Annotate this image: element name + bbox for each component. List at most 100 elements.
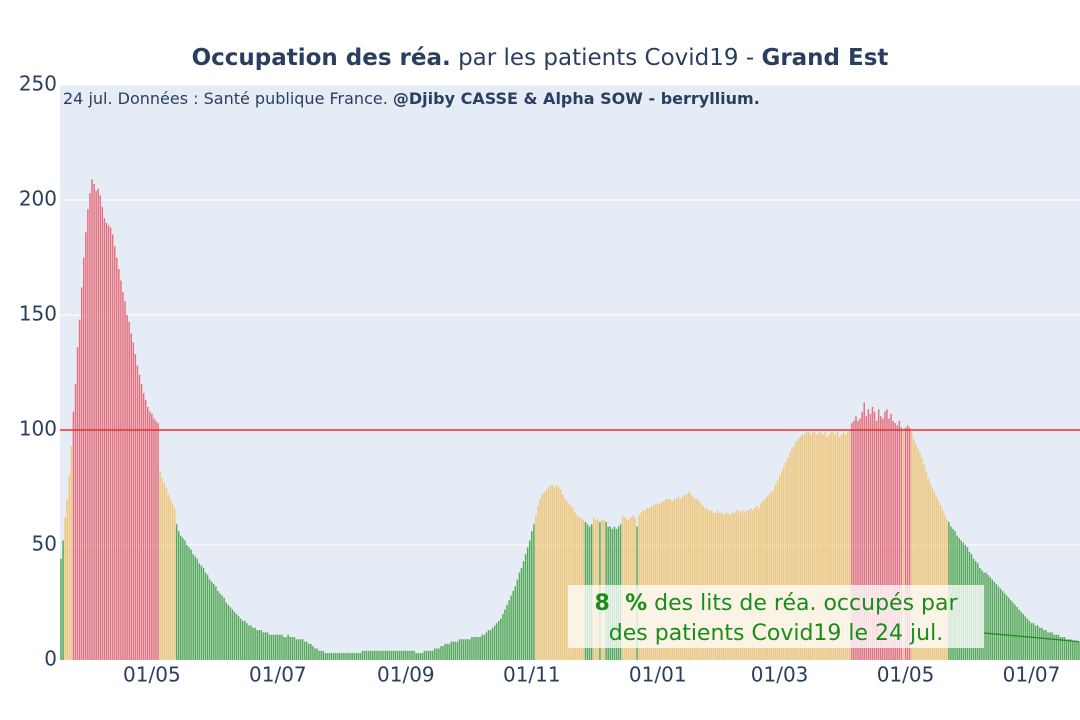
bar (801, 434, 804, 660)
bar (254, 627, 256, 660)
bar (175, 524, 178, 660)
bar (289, 637, 291, 660)
bar (105, 223, 108, 660)
bar (182, 538, 184, 660)
bar (654, 503, 657, 660)
bar (939, 505, 942, 660)
bar (113, 246, 116, 660)
bar (330, 653, 333, 660)
bar (128, 321, 130, 660)
bar (89, 193, 91, 660)
bar (842, 432, 845, 660)
bar (142, 393, 145, 660)
bar (888, 418, 890, 660)
title-part: par les patients Covid19 - (451, 45, 762, 71)
bar (665, 499, 667, 660)
bar (217, 591, 219, 660)
bar (208, 579, 211, 660)
bar (202, 568, 205, 660)
bar (423, 650, 426, 660)
bar (910, 432, 913, 660)
bar (865, 416, 868, 660)
bar (270, 634, 273, 660)
bar (1018, 609, 1020, 660)
bar (811, 432, 814, 660)
bar (793, 446, 795, 660)
bar (830, 432, 832, 660)
bar (514, 586, 517, 660)
bar (762, 501, 764, 660)
bar (495, 623, 498, 660)
bar (706, 508, 709, 660)
bar (471, 637, 473, 660)
bar (927, 478, 929, 660)
bar (225, 602, 227, 660)
bar (431, 650, 434, 660)
bar (844, 434, 847, 660)
bar (388, 650, 391, 660)
bar (417, 653, 419, 660)
bar (180, 535, 182, 660)
bar (683, 494, 686, 660)
bar (1076, 641, 1078, 660)
bar (153, 418, 155, 660)
bar (475, 637, 477, 660)
bar (1069, 639, 1072, 660)
bar (673, 499, 676, 660)
bar (859, 418, 861, 660)
bar (869, 413, 872, 660)
bar (535, 515, 537, 660)
bar (508, 600, 510, 660)
bar (555, 485, 558, 660)
bar (863, 402, 865, 660)
bar (394, 650, 397, 660)
bar (1008, 597, 1010, 660)
bar (937, 501, 940, 660)
bar (526, 547, 529, 660)
bar (648, 508, 651, 660)
bar (173, 508, 176, 660)
bar (908, 427, 911, 660)
bar (813, 432, 816, 660)
bar (1049, 632, 1051, 660)
bar (130, 333, 132, 660)
bar (557, 487, 560, 660)
bar (343, 653, 345, 660)
bar (427, 650, 430, 660)
bar (126, 315, 128, 660)
bar (258, 630, 260, 660)
bar (791, 448, 793, 660)
bar (312, 646, 314, 660)
bar (314, 648, 316, 660)
bar (818, 432, 820, 660)
bar (256, 630, 258, 660)
bar (464, 639, 467, 660)
bar (194, 556, 196, 660)
bar (167, 494, 170, 660)
bar (467, 639, 469, 660)
bar (985, 572, 987, 660)
bar (929, 482, 932, 660)
x-tick-label: 01/07 (249, 663, 307, 687)
bar (297, 639, 300, 660)
bar (221, 595, 223, 660)
chart-title: Occupation des réa. par les patients Cov… (192, 45, 889, 71)
bar (363, 650, 366, 660)
bar (349, 653, 351, 660)
bar (165, 487, 168, 660)
bar (260, 630, 263, 660)
bar (144, 400, 147, 660)
bar (341, 653, 343, 660)
bar (161, 478, 163, 660)
x-tick-label: 01/11 (503, 663, 561, 687)
bar (345, 653, 347, 660)
bar (667, 499, 669, 660)
bar (138, 374, 141, 660)
bar (310, 643, 312, 660)
x-tick-label: 01/07 (1003, 663, 1061, 687)
bar (215, 586, 217, 660)
overlay: 8 % des lits de réa. occupés par des pati… (60, 429, 1080, 648)
bar (1038, 627, 1041, 660)
bar (442, 646, 444, 660)
